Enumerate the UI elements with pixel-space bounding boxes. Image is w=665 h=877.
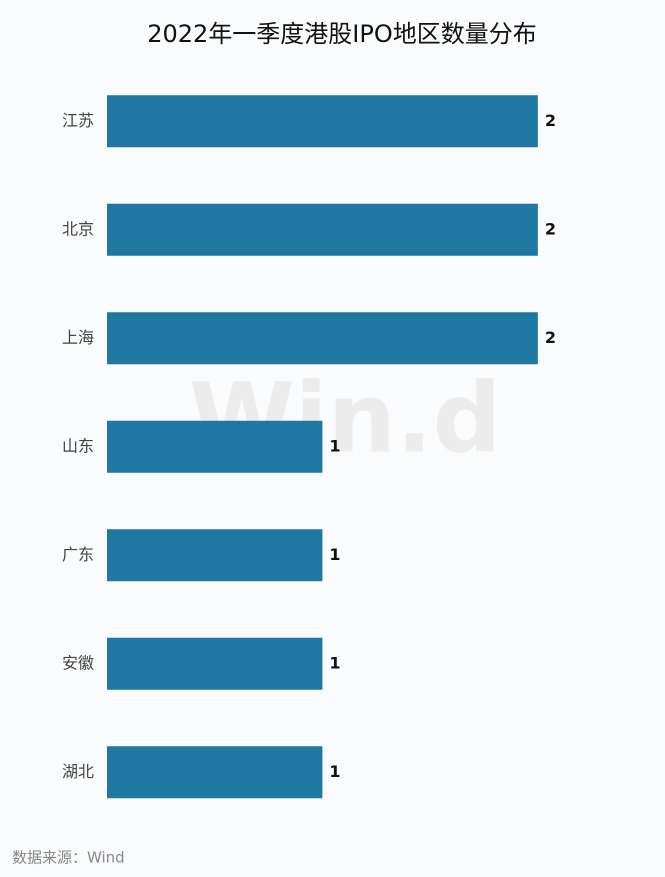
value-label: 1 <box>329 545 340 564</box>
value-label: 1 <box>329 436 340 455</box>
y-tick-label: 上海 <box>62 328 94 347</box>
bar <box>107 312 538 365</box>
y-tick-label: 江苏 <box>62 111 94 130</box>
y-tick-label: 山东 <box>62 436 94 455</box>
value-label: 2 <box>545 219 556 238</box>
y-tick-label: 广东 <box>62 545 94 564</box>
y-tick-label: 北京 <box>62 219 94 238</box>
value-label: 2 <box>545 111 556 130</box>
bar <box>107 746 323 799</box>
value-label: 1 <box>329 653 340 672</box>
bar <box>107 637 323 690</box>
y-tick-label: 安徽 <box>62 653 94 672</box>
value-label: 1 <box>329 762 340 781</box>
bar <box>107 420 323 473</box>
bar <box>107 529 323 582</box>
source-note: 数据来源：Wind <box>12 849 125 867</box>
chart-title: 2022年一季度港股IPO地区数量分布 <box>147 20 537 48</box>
bar <box>107 95 538 148</box>
value-label: 2 <box>545 328 556 347</box>
bar <box>107 203 538 256</box>
y-tick-label: 湖北 <box>62 762 94 781</box>
